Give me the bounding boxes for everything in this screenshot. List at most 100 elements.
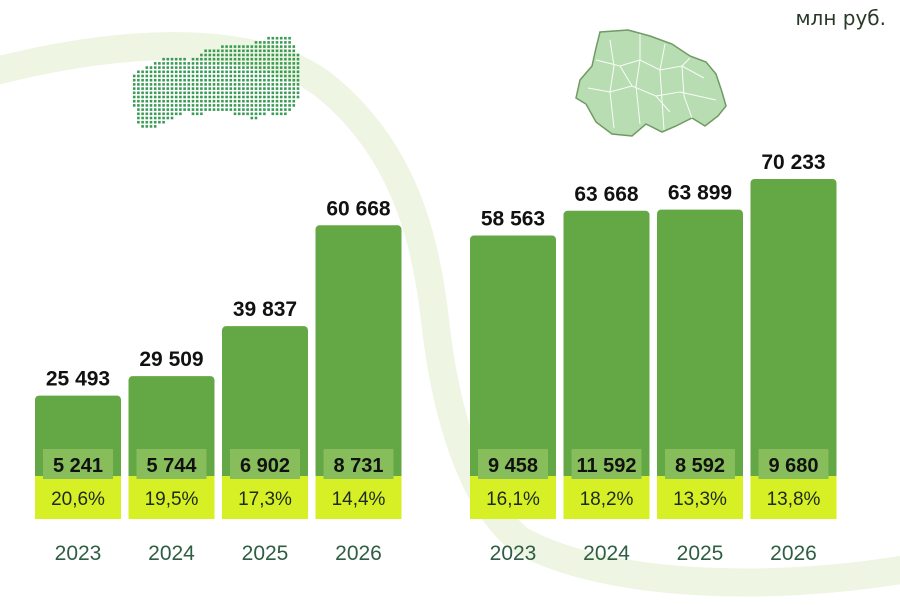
map-dot: [204, 49, 207, 53]
map-dot: [229, 49, 233, 53]
map-dot: [242, 91, 245, 95]
sub-value-label: 5 241: [53, 455, 103, 477]
map-dot: [170, 91, 174, 95]
map-dot: [162, 87, 165, 90]
map-dot: [250, 87, 254, 90]
map-dot: [221, 74, 224, 78]
map-dot: [225, 49, 228, 53]
map-dot: [162, 91, 165, 95]
map-dot: [216, 91, 220, 95]
map-dot: [208, 57, 212, 61]
map-dot: [267, 87, 270, 90]
map-dot: [229, 91, 233, 95]
map-dot: [179, 91, 182, 95]
map-dot: [250, 95, 254, 99]
map-dot: [246, 108, 249, 111]
map-dot: [267, 108, 270, 111]
map-dot: [149, 66, 153, 69]
map-dot: [191, 62, 195, 65]
share-label: 14,4%: [332, 489, 386, 510]
map-dot: [216, 78, 220, 82]
map-dot: [149, 125, 153, 128]
map-dot: [174, 91, 178, 95]
map-dot: [267, 62, 270, 65]
map-dot: [237, 112, 241, 116]
map-dot: [271, 57, 275, 61]
map-dot: [267, 66, 270, 69]
map-dot: [292, 99, 296, 103]
map-dot: [296, 66, 300, 69]
map-dot: [250, 70, 254, 74]
map-dot: [288, 104, 291, 107]
map-dot: [263, 108, 266, 111]
map-dot: [267, 74, 270, 78]
map-dot: [288, 91, 291, 95]
map-dot: [174, 70, 178, 74]
map-dot: [204, 104, 207, 107]
map-dot: [229, 95, 233, 99]
map-dot: [267, 45, 270, 48]
map-dot: [191, 87, 195, 90]
map-dot: [254, 104, 258, 107]
map-dot: [237, 62, 241, 65]
map-dot: [292, 87, 296, 90]
map-dot: [212, 104, 216, 107]
map-dot: [179, 66, 182, 69]
map-dot: [225, 53, 228, 57]
map-dot: [292, 83, 296, 86]
map-dot: [284, 104, 287, 107]
map-dot: [292, 49, 296, 53]
map-dot: [288, 95, 291, 99]
map-dot: [246, 91, 249, 95]
map-dot: [254, 99, 258, 103]
map-dot: [263, 53, 266, 57]
map-dot: [212, 87, 216, 90]
map-dot: [195, 62, 199, 65]
map-dot: [275, 45, 279, 48]
map-dot: [233, 104, 237, 107]
map-dot: [149, 116, 153, 120]
sub-value-box: [43, 449, 113, 479]
map-dot: [233, 78, 237, 82]
map-dot: [166, 78, 170, 82]
map-dot: [229, 83, 233, 86]
sub-value-label: 8 731: [333, 455, 383, 477]
map-dot: [229, 87, 233, 90]
map-dot: [179, 87, 182, 90]
map-dot: [212, 83, 216, 86]
map-dot: [191, 66, 195, 69]
map-dot: [246, 57, 249, 61]
map-dot: [284, 74, 287, 78]
map-dot: [237, 78, 241, 82]
map-dot: [279, 91, 283, 95]
map-dot: [296, 78, 300, 82]
map-dot: [200, 91, 203, 95]
map-dot: [187, 83, 191, 86]
map-dot: [137, 108, 140, 111]
map-dot: [200, 99, 203, 103]
map-dot: [296, 62, 300, 65]
map-dot: [250, 83, 254, 86]
map-dot: [179, 112, 182, 116]
map-dot: [263, 104, 266, 107]
map-dot: [212, 99, 216, 103]
map-dot: [212, 91, 216, 95]
map-dot: [191, 104, 195, 107]
map-dot: [254, 74, 258, 78]
map-dot: [200, 78, 203, 82]
map-dot: [246, 99, 249, 103]
map-dot: [292, 104, 296, 107]
map-dot: [279, 74, 283, 78]
map-dot: [191, 95, 195, 99]
share-label: 17,3%: [238, 489, 292, 510]
map-dot: [145, 104, 149, 107]
map-dot: [263, 95, 266, 99]
map-dot: [187, 108, 191, 111]
map-dot: [221, 78, 224, 82]
sub-value-box: [323, 449, 394, 479]
map-dot: [183, 104, 186, 107]
map-dot: [258, 87, 262, 90]
map-dot: [237, 45, 241, 48]
map-dot: [158, 116, 161, 120]
map-dot: [187, 66, 191, 69]
